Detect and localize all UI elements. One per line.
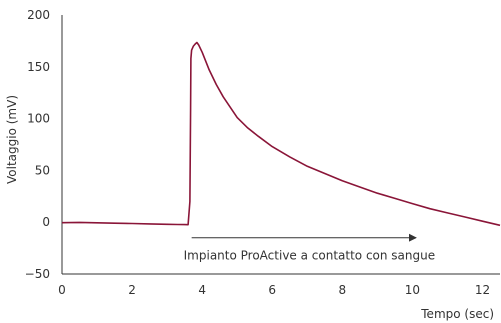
x-tick-label: 4 bbox=[198, 283, 206, 297]
y-tick-labels: −50 0 50 100 150 200 bbox=[25, 8, 50, 281]
x-tick-label: 10 bbox=[405, 283, 420, 297]
x-tick-label: 8 bbox=[338, 283, 346, 297]
x-tick-label: 6 bbox=[268, 283, 276, 297]
x-tick-label: 2 bbox=[128, 283, 136, 297]
y-tick-label: 100 bbox=[27, 112, 50, 126]
axes bbox=[61, 15, 500, 275]
y-tick-label: 150 bbox=[27, 60, 50, 74]
y-tick-label: 50 bbox=[35, 163, 50, 177]
y-tick-label: 200 bbox=[27, 8, 50, 22]
annotation-text: Impianto ProActive a contatto con sangue bbox=[184, 249, 435, 263]
y-tick-label: −50 bbox=[25, 267, 50, 281]
annotations: Impianto ProActive a contatto con sangue bbox=[184, 233, 435, 263]
y-axis-label: Voltaggio (mV) bbox=[5, 95, 19, 184]
x-axis-label: Tempo (sec) bbox=[420, 307, 494, 321]
x-tick-label: 12 bbox=[475, 283, 490, 297]
series-group bbox=[61, 41, 501, 227]
x-tick-labels: 0 2 4 6 8 10 12 bbox=[58, 283, 490, 297]
x-tick-label: 0 bbox=[58, 283, 66, 297]
voltage-series-line bbox=[61, 41, 501, 227]
y-tick-label: 0 bbox=[42, 215, 50, 229]
